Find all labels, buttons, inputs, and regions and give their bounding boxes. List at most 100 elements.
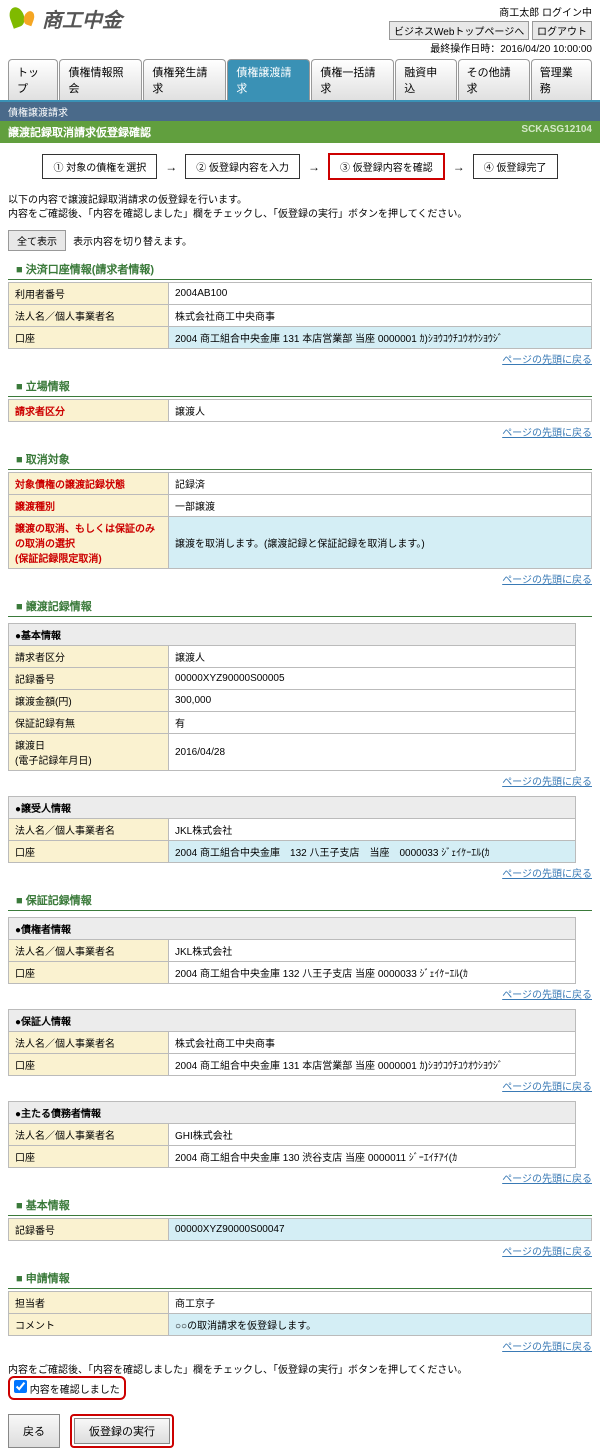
table-kihon2: 記録番号00000XYZ90000S00047 — [8, 1218, 592, 1241]
table-row: 譲渡種別一部譲渡 — [9, 495, 592, 517]
sub-yuzuri-header: ●譲受人情報 — [9, 797, 576, 819]
section-kihon2: ■ 基本情報 — [8, 1193, 592, 1216]
table-kessai: 利用者番号2004AB100法人名／個人事業者名株式会社商工中央商事口座2004… — [8, 282, 592, 349]
section-joto: ■ 譲渡記録情報 — [8, 594, 592, 617]
row-label: 利用者番号 — [9, 283, 169, 305]
row-value: JKL株式会社 — [169, 940, 576, 962]
tab-1[interactable]: 債権情報照会 — [59, 59, 142, 100]
arrow-icon: → — [308, 160, 320, 174]
back-to-top-link[interactable]: ページの先頭に戻る — [502, 869, 592, 880]
section-tachiba: ■ 立場情報 — [8, 374, 592, 397]
tab-5[interactable]: 融資申込 — [395, 59, 456, 100]
row-label: コメント — [9, 1314, 169, 1336]
row-value: 一部譲渡 — [169, 495, 592, 517]
tab-2[interactable]: 債権発生請求 — [143, 59, 226, 100]
table-row: 譲渡金額(円)300,000 — [9, 690, 576, 712]
row-label: 法人名／個人事業者名 — [9, 940, 169, 962]
table-row: 法人名／個人事業者名株式会社商工中央商事 — [9, 1032, 576, 1054]
row-value: 2016/04/28 — [169, 734, 576, 771]
row-label: 法人名／個人事業者名 — [9, 1124, 169, 1146]
sub-kihon-header: ●基本情報 — [9, 624, 576, 646]
row-value: 商工京子 — [169, 1292, 592, 1314]
tab-7[interactable]: 管理業務 — [531, 59, 592, 100]
step-0: ① 対象の債権を選択 — [42, 154, 157, 179]
arrow-icon: → — [453, 160, 465, 174]
tab-4[interactable]: 債権一括請求 — [311, 59, 394, 100]
row-value: 00000XYZ90000S00005 — [169, 668, 576, 690]
instruction-2: 内容をご確認後、「内容を確認しました」欄をチェックし、「仮登録の実行」ボタンを押… — [8, 208, 592, 222]
back-to-top-link[interactable]: ページの先頭に戻る — [502, 777, 592, 788]
tab-6[interactable]: その他請求 — [458, 59, 530, 100]
row-value: 有 — [169, 712, 576, 734]
row-value: ○○の取消請求を仮登録します。 — [169, 1314, 592, 1336]
step-1: ② 仮登録内容を入力 — [185, 154, 300, 179]
row-label: 譲渡日 (電子記録年月日) — [9, 734, 169, 771]
row-value: 2004 商工組合中央金庫 132 八王子支店 当座 0000033 ｼﾞｪｲｹ… — [169, 962, 576, 984]
sub-saimusha-header: ●主たる債務者情報 — [9, 1102, 576, 1124]
section-kessai: ■ 決済口座情報(請求者情報) — [8, 257, 592, 280]
sub-saikensha-header: ●債権者情報 — [9, 918, 576, 940]
table-row: 請求者区分譲渡人 — [9, 646, 576, 668]
row-label: 担当者 — [9, 1292, 169, 1314]
confirm-checkbox-wrap[interactable]: 内容を確認しました — [8, 1376, 126, 1400]
row-label: 譲渡の取消、もしくは保証のみの取消の選択 (保証記録限定取消) — [9, 517, 169, 569]
row-value: 株式会社商工中央商事 — [169, 1032, 576, 1054]
tab-0[interactable]: トップ — [8, 59, 58, 100]
show-all-button[interactable]: 全て表示 — [8, 230, 66, 251]
back-to-top-link[interactable]: ページの先頭に戻る — [502, 1082, 592, 1093]
row-value: 譲渡人 — [169, 400, 592, 422]
row-value: 2004 商工組合中央金庫 131 本店営業部 当座 0000001 ｶ)ｼﾖｳ… — [169, 327, 592, 349]
row-value: 株式会社商工中央商事 — [169, 305, 592, 327]
step-2: ③ 仮登録内容を確認 — [328, 153, 445, 180]
confirm-label: 内容を確認しました — [30, 1385, 120, 1396]
sub-hoshonin-header: ●保証人情報 — [9, 1010, 576, 1032]
table-row: 法人名／個人事業者名GHI株式会社 — [9, 1124, 576, 1146]
back-to-top-link[interactable]: ページの先頭に戻る — [502, 355, 592, 366]
back-to-top-link[interactable]: ページの先頭に戻る — [502, 1247, 592, 1258]
table-row: 利用者番号2004AB100 — [9, 283, 592, 305]
row-label: 口座 — [9, 962, 169, 984]
section-torikeshi: ■ 取消対象 — [8, 447, 592, 470]
table-row: 対象債権の譲渡記録状態記録済 — [9, 473, 592, 495]
back-to-top-link[interactable]: ページの先頭に戻る — [502, 428, 592, 439]
show-all-note: 表示内容を切り替えます。 — [73, 237, 192, 248]
table-torikeshi: 対象債権の譲渡記録状態記録済譲渡種別一部譲渡譲渡の取消、もしくは保証のみの取消の… — [8, 472, 592, 569]
row-label: 法人名／個人事業者名 — [9, 305, 169, 327]
table-row: 口座2004 商工組合中央金庫 132 八王子支店 当座 0000033 ｼﾞｪ… — [9, 841, 576, 863]
table-row: 口座2004 商工組合中央金庫 131 本店営業部 当座 0000001 ｶ)ｼ… — [9, 1054, 576, 1076]
confirm-checkbox[interactable] — [14, 1380, 27, 1393]
table-row: コメント○○の取消請求を仮登録します。 — [9, 1314, 592, 1336]
row-label: 譲渡種別 — [9, 495, 169, 517]
row-label: 対象債権の譲渡記録状態 — [9, 473, 169, 495]
back-to-top-link[interactable]: ページの先頭に戻る — [502, 990, 592, 1001]
arrow-icon: → — [165, 160, 177, 174]
back-button[interactable]: 戻る — [8, 1414, 60, 1448]
row-value: JKL株式会社 — [169, 819, 576, 841]
back-to-top-link[interactable]: ページの先頭に戻る — [502, 575, 592, 586]
row-value: 2004 商工組合中央金庫 131 本店営業部 当座 0000001 ｶ)ｼﾖｳ… — [169, 1054, 576, 1076]
row-value: 2004 商工組合中央金庫 130 渋谷支店 当座 0000011 ｼﾞｰｴｲﾁ… — [169, 1146, 576, 1168]
page-title: 譲渡記録取消請求仮登録確認 — [8, 124, 151, 140]
confirm-instruction: 内容をご確認後、「内容を確認しました」欄をチェックし、「仮登録の実行」ボタンを押… — [8, 1361, 592, 1376]
table-row: 担当者商工京子 — [9, 1292, 592, 1314]
table-row: 法人名／個人事業者名JKL株式会社 — [9, 940, 576, 962]
table-tachiba: 請求者区分譲渡人 — [8, 399, 592, 422]
table-shinsei: 担当者商工京子コメント○○の取消請求を仮登録します。 — [8, 1291, 592, 1336]
logout-button[interactable]: ログアウト — [532, 21, 592, 40]
row-label: 記録番号 — [9, 1219, 169, 1241]
biz-top-button[interactable]: ビジネスWebトップページへ — [389, 21, 529, 40]
table-row: 譲渡日 (電子記録年月日)2016/04/28 — [9, 734, 576, 771]
back-to-top-link[interactable]: ページの先頭に戻る — [502, 1342, 592, 1353]
breadcrumb: 債権譲渡請求 — [0, 102, 600, 121]
row-value: 譲渡人 — [169, 646, 576, 668]
last-op-time: 最終操作日時：2016/04/20 10:00:00 — [389, 40, 592, 55]
table-row: 請求者区分譲渡人 — [9, 400, 592, 422]
table-row: 記録番号00000XYZ90000S00047 — [9, 1219, 592, 1241]
tab-3[interactable]: 債権譲渡請求 — [227, 59, 310, 100]
row-label: 法人名／個人事業者名 — [9, 1032, 169, 1054]
back-to-top-link[interactable]: ページの先頭に戻る — [502, 1174, 592, 1185]
logo-text: 商工中金 — [42, 4, 122, 33]
execute-button[interactable]: 仮登録の実行 — [74, 1418, 170, 1444]
table-row: 口座2004 商工組合中央金庫 132 八王子支店 当座 0000033 ｼﾞｪ… — [9, 962, 576, 984]
row-label: 口座 — [9, 327, 169, 349]
